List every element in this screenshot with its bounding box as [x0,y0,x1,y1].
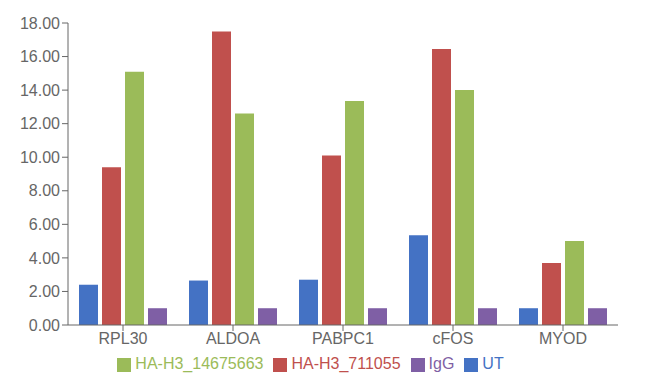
svg-text:4.00: 4.00 [29,250,60,267]
html-text:HA-H3_711055: HA-H3_711055 [291,355,401,372]
svg-text:RPL30: RPL30 [99,330,148,347]
svg-text:MYOD: MYOD [539,330,587,347]
svg-text:cFOS: cFOS [433,330,474,347]
svg-text:2.00: 2.00 [29,283,60,300]
svg-text:10.00: 10.00 [20,149,60,166]
svg-text:12.00: 12.00 [20,115,60,132]
svg-text:18.00: 18.00 [20,15,60,32]
svg-text:6.00: 6.00 [29,216,60,233]
svg-text:ALDOA: ALDOA [206,330,261,347]
svg-text:PABPC1: PABPC1 [312,330,374,347]
svg-text:0.00: 0.00 [29,317,60,334]
svg-text:8.00: 8.00 [29,182,60,199]
svg-text:16.00: 16.00 [20,48,60,65]
html-text:HA-H3_14675663: HA-H3_14675663 [135,355,264,372]
svg-text:14.00: 14.00 [20,82,60,99]
html-text:IgG: IgG [428,355,455,372]
html-text:UT: UT [482,355,504,372]
